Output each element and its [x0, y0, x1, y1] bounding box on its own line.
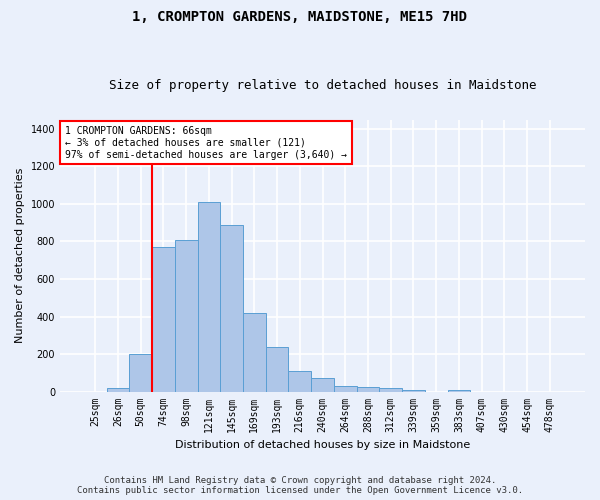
Bar: [220, 224, 243, 392]
Bar: [130, 354, 152, 392]
Bar: [356, 388, 379, 392]
Bar: [448, 390, 470, 392]
Bar: [334, 386, 356, 392]
Text: Contains HM Land Registry data © Crown copyright and database right 2024.
Contai: Contains HM Land Registry data © Crown c…: [77, 476, 523, 495]
Text: 1 CROMPTON GARDENS: 66sqm
← 3% of detached houses are smaller (121)
97% of semi-: 1 CROMPTON GARDENS: 66sqm ← 3% of detach…: [65, 126, 347, 160]
Title: Size of property relative to detached houses in Maidstone: Size of property relative to detached ho…: [109, 79, 536, 92]
Bar: [197, 202, 220, 392]
Bar: [175, 240, 197, 392]
Bar: [402, 390, 425, 392]
Text: 1, CROMPTON GARDENS, MAIDSTONE, ME15 7HD: 1, CROMPTON GARDENS, MAIDSTONE, ME15 7HD: [133, 10, 467, 24]
Bar: [152, 247, 175, 392]
Bar: [379, 388, 402, 392]
X-axis label: Distribution of detached houses by size in Maidstone: Distribution of detached houses by size …: [175, 440, 470, 450]
Bar: [311, 378, 334, 392]
Bar: [243, 313, 266, 392]
Y-axis label: Number of detached properties: Number of detached properties: [15, 168, 25, 343]
Bar: [289, 371, 311, 392]
Bar: [107, 388, 130, 392]
Bar: [266, 348, 289, 392]
